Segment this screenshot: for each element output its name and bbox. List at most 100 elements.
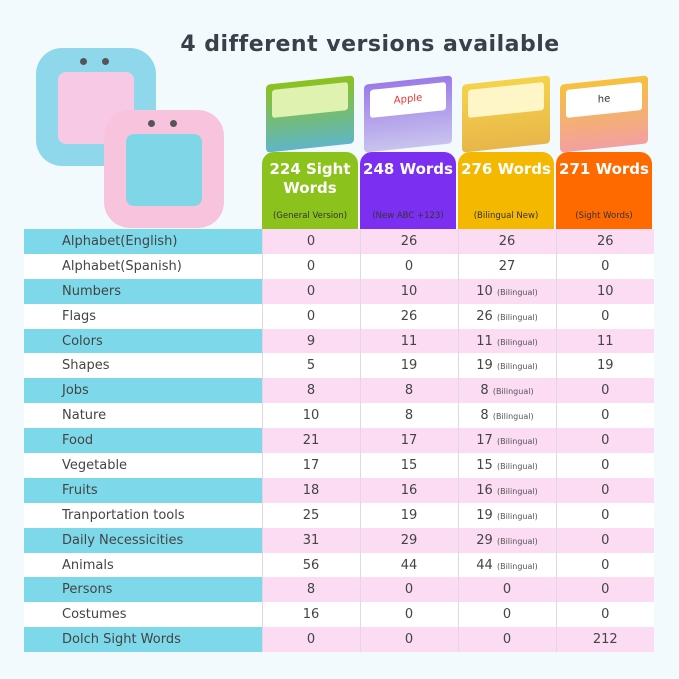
cell-value: 0 <box>555 577 654 603</box>
row-label: Fruits <box>24 477 262 503</box>
table-row: Persons 8 0 0 0 <box>24 577 654 603</box>
row-label: Nature <box>24 403 262 429</box>
row-label: Vegetable <box>24 453 262 478</box>
card-stack-general <box>266 75 354 153</box>
cell-value: 0 <box>555 527 654 553</box>
cell-value: 10 <box>261 403 360 429</box>
cell-value: 26 (Bilingual) <box>457 303 556 329</box>
row-label: Alphabet(Spanish) <box>24 253 262 279</box>
cell-value: 0 <box>457 602 556 628</box>
version-subtitle: (Bilingual New) <box>473 211 539 221</box>
cell-value: 17 (Bilingual) <box>457 428 556 454</box>
version-title: 276 Words <box>461 160 551 178</box>
version-header: 224 Sight Words (General Version) <box>262 152 358 230</box>
cell-value: 0 <box>555 552 654 578</box>
cell-value: 26 <box>359 303 458 329</box>
cell-value: 16 <box>261 602 360 628</box>
bilingual-note: (Bilingual) <box>496 511 538 521</box>
version-subtitle: (New ABC +123) <box>372 211 444 221</box>
card-stack-bilingual <box>462 75 550 153</box>
cell-value: 0 <box>261 253 360 279</box>
cell-value: 0 <box>359 577 458 603</box>
bilingual-note: (Bilingual) <box>496 337 538 347</box>
cell-value: 15 (Bilingual) <box>457 453 556 478</box>
cell-value: 19 <box>555 353 654 379</box>
table-row: Fruits 18 16 16 (Bilingual) 0 <box>24 477 654 503</box>
cell-value: 0 <box>555 602 654 628</box>
cell-value: 10 <box>359 278 458 304</box>
version-title: 271 Words <box>559 160 649 178</box>
cell-value: 0 <box>555 253 654 279</box>
cell-value: 5 <box>261 353 360 379</box>
row-label: Tranportation tools <box>24 502 262 528</box>
cell-value: 31 <box>261 527 360 553</box>
bilingual-note: (Bilingual) <box>492 412 534 422</box>
row-label: Persons <box>24 577 262 603</box>
cell-value: 0 <box>261 278 360 304</box>
row-label: Jobs <box>24 378 262 404</box>
version-header: 276 Words (Bilingual New) <box>458 152 554 230</box>
card-stack-abc: Apple <box>364 75 452 153</box>
cell-value: 56 <box>261 552 360 578</box>
version-title: 248 Words <box>363 160 453 178</box>
card-stack-sight: he <box>560 75 648 153</box>
table-row: Animals 56 44 44 (Bilingual) 0 <box>24 552 654 578</box>
cell-value: 0 <box>261 627 360 653</box>
bilingual-note: (Bilingual) <box>496 312 538 322</box>
table-row: Daily Necessicities 31 29 29 (Bilingual) 0 <box>24 527 654 553</box>
table-row: Food 21 17 17 (Bilingual) 0 <box>24 428 654 454</box>
cell-value: 0 <box>555 477 654 503</box>
row-label: Daily Necessicities <box>24 527 262 553</box>
row-label: Dolch Sight Words <box>24 627 262 653</box>
bilingual-note: (Bilingual) <box>492 387 534 397</box>
cell-value: 18 <box>261 477 360 503</box>
comparison-table: Alphabet(English) 0 26 26 26 Alphabet(Spanish… <box>24 229 654 653</box>
row-label: Alphabet(English) <box>24 229 262 254</box>
bilingual-note: (Bilingual) <box>496 362 538 372</box>
row-label: Flags <box>24 303 262 329</box>
cell-value: 19 <box>359 502 458 528</box>
table-row: Jobs 8 8 8 (Bilingual) 0 <box>24 378 654 404</box>
cell-value: 15 <box>359 453 458 478</box>
cell-value: 17 <box>261 453 360 478</box>
table-row: Alphabet(Spanish) 0 0 27 0 <box>24 253 654 279</box>
row-label: Numbers <box>24 278 262 304</box>
cell-value: 27 <box>457 253 556 279</box>
row-label: Colors <box>24 328 262 354</box>
bilingual-note: (Bilingual) <box>496 461 538 471</box>
table-row: Nature 10 8 8 (Bilingual) 0 <box>24 403 654 429</box>
table-row: Vegetable 17 15 15 (Bilingual) 0 <box>24 453 654 478</box>
pink-card-reader-device <box>104 110 224 228</box>
cell-value: 0 <box>261 303 360 329</box>
cell-value: 26 <box>457 229 556 254</box>
row-label: Shapes <box>24 353 262 379</box>
cell-value: 25 <box>261 502 360 528</box>
cell-value: 0 <box>457 577 556 603</box>
cell-value: 0 <box>359 253 458 279</box>
cell-value: 8 <box>359 378 458 404</box>
table-row: Tranportation tools 25 19 19 (Bilingual) 0 <box>24 502 654 528</box>
cell-value: 0 <box>359 602 458 628</box>
cell-value: 8 (Bilingual) <box>457 378 556 404</box>
cell-value: 8 (Bilingual) <box>457 403 556 429</box>
cell-value: 10 (Bilingual) <box>457 278 556 304</box>
row-label: Costumes <box>24 602 262 628</box>
cell-value: 26 <box>555 229 654 254</box>
cell-value: 16 (Bilingual) <box>457 477 556 503</box>
bilingual-note: (Bilingual) <box>496 437 538 447</box>
version-subtitle: (General Version) <box>272 211 348 221</box>
bilingual-note: (Bilingual) <box>496 536 538 546</box>
cell-value: 11 (Bilingual) <box>457 328 556 354</box>
cell-value: 0 <box>261 229 360 254</box>
cell-value: 10 <box>555 278 654 304</box>
cell-value: 8 <box>359 403 458 429</box>
cell-value: 8 <box>261 577 360 603</box>
cell-value: 0 <box>555 303 654 329</box>
version-subtitle: (Sight Words) <box>575 211 633 221</box>
cell-value: 44 <box>359 552 458 578</box>
bilingual-note: (Bilingual) <box>496 287 538 297</box>
cell-value: 29 <box>359 527 458 553</box>
cell-value: 44 (Bilingual) <box>457 552 556 578</box>
cell-value: 0 <box>359 627 458 653</box>
cell-value: 19 (Bilingual) <box>457 353 556 379</box>
